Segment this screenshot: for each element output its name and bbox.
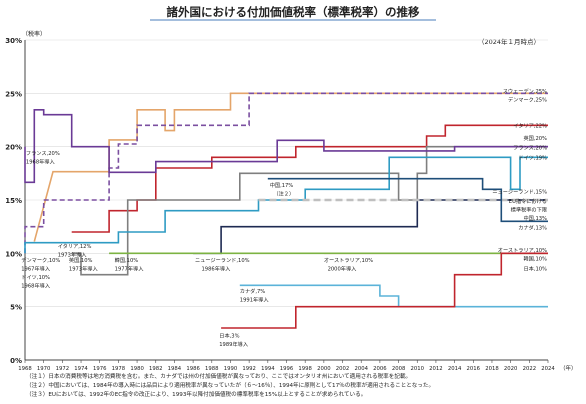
x-tick-label: 2016 xyxy=(467,366,481,372)
inline-label: 1991年導入 xyxy=(240,295,269,303)
x-tick-label: 2012 xyxy=(429,366,442,372)
inline-label: 英国,10% xyxy=(69,256,93,264)
series-line-3 xyxy=(71,145,548,276)
x-tick-label: 1994 xyxy=(261,366,275,372)
series-line-4 xyxy=(24,109,548,184)
x-tick-label: 2024 xyxy=(541,366,555,372)
inline-label: ドイツ,10% xyxy=(21,275,50,281)
x-tick-label: 1980 xyxy=(130,366,144,372)
inline-label: 1986年導入 xyxy=(202,264,231,272)
x-tick-label: 1972 xyxy=(56,366,69,372)
series-end-label: スウェーデン,25% xyxy=(503,87,547,95)
x-tick-label: 1990 xyxy=(224,366,238,372)
inline-label: 1973年導入 xyxy=(69,264,98,272)
y-axis-label: （税率） xyxy=(22,30,46,38)
footnote-1: （注１）日本の消費税等は地方消費税を含む。また、カナダでは州の付加価値税が異なっ… xyxy=(26,372,411,380)
x-tick-label: 2010 xyxy=(411,366,425,372)
y-tick-label: 10% xyxy=(5,250,22,258)
y-tick-label: 20% xyxy=(5,144,22,152)
inline-label: 1967年導入 xyxy=(21,264,50,272)
x-tick-label: 2006 xyxy=(373,366,387,372)
series-end-label: 日本,10% xyxy=(523,264,547,272)
x-tick-label: 1986 xyxy=(186,366,200,372)
footnote-2: （注２）中国においては、1984年の導入時には品目により適用税率が異なっていたが… xyxy=(26,381,434,389)
y-tick-label: 30% xyxy=(5,37,22,45)
x-tick-label: 2002 xyxy=(336,366,349,372)
series-end-label: 中国,13% xyxy=(523,214,547,222)
inline-label: 1968年導入 xyxy=(26,158,55,166)
inline-label: 1968年導入 xyxy=(21,281,50,289)
x-tick-label: 1982 xyxy=(149,366,162,372)
x-axis-label: （年） xyxy=(560,364,577,372)
series-end-label: カナダ,13% xyxy=(518,224,547,232)
series-end-label: ニュージーランド,15% xyxy=(492,188,547,195)
x-tick-label: 2000 xyxy=(317,366,331,372)
x-tick-label: 1984 xyxy=(168,366,182,372)
inline-label: ニュージーランド,10% xyxy=(195,257,250,264)
x-tick-label: 1976 xyxy=(93,366,107,372)
inline-label: フランス,20% xyxy=(26,150,60,157)
series-line-2 xyxy=(71,124,548,233)
x-tick-label: 2018 xyxy=(485,366,499,372)
y-tick-label: 15% xyxy=(5,197,22,205)
x-tick-label: 1996 xyxy=(280,366,294,372)
y-tick-label: 5% xyxy=(10,304,22,312)
y-tick-label: 25% xyxy=(5,90,22,98)
x-tick-label: 2008 xyxy=(392,366,406,372)
x-tick-label: 1988 xyxy=(205,366,219,372)
series-line-6 xyxy=(193,199,548,255)
x-tick-label: 2014 xyxy=(448,366,462,372)
series-line-12 xyxy=(221,252,548,329)
series-end-label: イタリア,22% xyxy=(513,121,547,129)
chart-subtitle: （2024年１月時点） xyxy=(478,37,540,46)
series-end-label: EU指令における xyxy=(509,197,547,205)
x-tick-label: 2020 xyxy=(504,366,518,372)
y-tick-label: 0% xyxy=(10,357,22,365)
series-end-label: オーストラリア,10% xyxy=(498,247,547,254)
x-tick-label: 1968 xyxy=(18,366,32,372)
inline-label: 日本,3% xyxy=(219,332,239,340)
series-line-8 xyxy=(267,177,548,223)
series-end-label: 英国,20% xyxy=(523,134,547,142)
inline-label: 中国,17% xyxy=(270,181,294,189)
inline-label: （注２） xyxy=(273,190,294,198)
x-tick-label: 2022 xyxy=(523,366,536,372)
inline-label: イタリア,12% xyxy=(58,242,92,250)
inline-label: 1977年導入 xyxy=(115,264,144,272)
x-tick-label: 1992 xyxy=(242,366,255,372)
series-end-label: デンマーク,25% xyxy=(508,96,547,104)
x-tick-label: 1978 xyxy=(112,366,126,372)
series-end-label: ドイツ,19% xyxy=(518,155,547,161)
series-end-label: 標準税率の下限 xyxy=(511,206,547,214)
inline-label: 2000年導入 xyxy=(328,264,357,272)
chart-title: 諸外国における付加価値税率（標準税率）の推移 xyxy=(167,5,420,19)
series-end-label: フランス,20% xyxy=(513,145,547,152)
x-tick-label: 1998 xyxy=(298,366,312,372)
series-end-label: 韓国,10% xyxy=(523,255,547,263)
x-tick-label: 1974 xyxy=(74,366,88,372)
x-tick-label: 1970 xyxy=(37,366,51,372)
inline-label: カナダ,7% xyxy=(240,287,266,295)
series-line-1 xyxy=(24,92,548,254)
inline-label: 1973年導入 xyxy=(58,251,87,259)
inline-label: 韓国,10% xyxy=(115,256,139,264)
inline-label: オーストラリア,10% xyxy=(324,257,373,264)
series-line-9 xyxy=(239,284,548,308)
footnote-3: （注３）EUにおいては、1992年のEC指令の改正により、1993年以降付加価値… xyxy=(26,390,366,398)
inline-label: デンマーク,10% xyxy=(21,256,60,264)
x-tick-label: 2004 xyxy=(354,366,368,372)
inline-label: 1989年導入 xyxy=(219,340,248,348)
